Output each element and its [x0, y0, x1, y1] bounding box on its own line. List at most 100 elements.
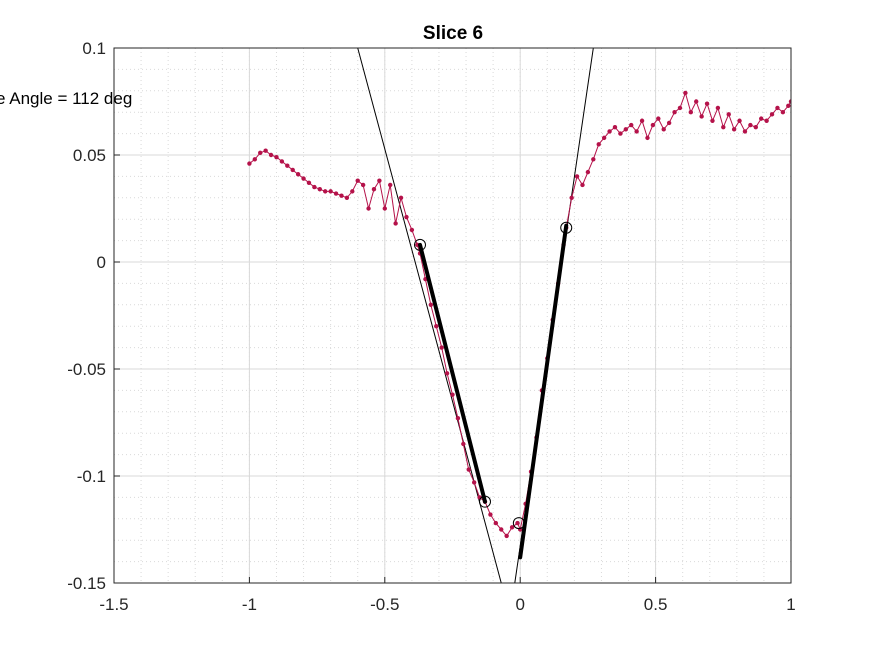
x-tick-label: 0 — [515, 595, 524, 614]
angle-annotation: e Angle = 112 deg — [0, 89, 132, 108]
data-point — [499, 527, 504, 532]
data-point — [466, 467, 471, 472]
series-layer — [247, 90, 791, 539]
data-point — [715, 105, 721, 111]
y-tick-label: 0.05 — [73, 146, 106, 165]
data-point — [764, 118, 769, 123]
data-point — [444, 371, 450, 376]
x-axis-ticks: -1.5 -1 -0.5 0 0.5 1 — [99, 577, 796, 614]
data-point — [509, 525, 515, 530]
data-point — [656, 116, 661, 121]
y-axis-ticks: -0.15 -0.1 -0.05 0 0.05 0.1 — [67, 39, 120, 593]
data-point — [301, 176, 306, 181]
x-tick-label: -1.5 — [99, 595, 128, 614]
x-tick-label: 0.5 — [644, 595, 668, 614]
data-point — [580, 182, 585, 188]
data-point — [295, 172, 301, 177]
data-point — [569, 195, 574, 200]
data-point — [404, 214, 409, 220]
data-point — [323, 189, 328, 194]
y-tick-label: -0.1 — [77, 467, 106, 486]
data-point — [439, 345, 444, 350]
data-point — [409, 227, 415, 233]
data-point — [428, 302, 434, 307]
data-point — [504, 533, 509, 539]
fit-segment — [418, 242, 487, 504]
data-point — [258, 150, 263, 156]
data-point — [618, 131, 623, 136]
data-point — [672, 110, 677, 115]
boundary-marker — [478, 495, 491, 508]
data-point — [339, 193, 344, 198]
data-point — [591, 157, 596, 162]
data-point — [493, 520, 499, 526]
data-point — [247, 161, 252, 166]
data-point — [350, 189, 355, 194]
data-point — [382, 206, 387, 211]
data-point — [645, 135, 650, 141]
data-point — [721, 124, 726, 130]
data-point — [388, 182, 393, 188]
data-point — [601, 135, 607, 141]
data-point — [344, 195, 350, 200]
data-point — [786, 103, 791, 108]
boundary-marker — [414, 238, 427, 251]
data-point — [775, 105, 780, 111]
data-point — [704, 101, 710, 106]
data-point — [515, 520, 520, 526]
x-tick-label: -1 — [242, 595, 257, 614]
plot-content — [247, 48, 791, 583]
data-point — [455, 416, 461, 421]
y-tick-label: -0.15 — [67, 574, 106, 593]
plot-area — [114, 48, 791, 583]
boundary-marker — [560, 221, 573, 234]
data-point — [629, 122, 634, 128]
x-tick-label: -0.5 — [370, 595, 399, 614]
data-point — [683, 90, 688, 96]
data-point — [355, 178, 360, 183]
data-point — [279, 159, 285, 164]
data-point — [252, 157, 258, 162]
boundary-marker — [512, 517, 525, 530]
data-point — [285, 163, 290, 168]
data-point — [666, 120, 672, 126]
data-point — [742, 129, 748, 134]
data-point — [677, 105, 683, 111]
data-point — [317, 187, 323, 192]
data-point — [450, 392, 455, 397]
fit-segment — [518, 223, 569, 560]
data-point — [699, 114, 704, 119]
data-point — [726, 112, 731, 117]
data-point — [393, 221, 398, 226]
data-point — [290, 167, 295, 173]
data-point — [694, 99, 699, 104]
data-point — [328, 189, 333, 194]
data-point — [737, 118, 742, 123]
data-point — [312, 184, 317, 190]
data-point — [634, 129, 639, 134]
data-point — [780, 110, 786, 115]
data-point — [759, 116, 764, 121]
y-tick-label: 0 — [97, 253, 106, 272]
data-point — [306, 180, 312, 186]
data-point — [434, 324, 439, 329]
data-point — [688, 110, 694, 115]
data-point — [710, 118, 715, 123]
fit-line — [357, 48, 502, 583]
data-point — [748, 122, 753, 128]
y-tick-label: -0.05 — [67, 360, 106, 379]
data-point — [461, 441, 466, 447]
data-point — [398, 195, 404, 200]
data-point — [788, 99, 791, 104]
data-point — [366, 206, 371, 211]
data-point — [596, 142, 601, 147]
data-point — [607, 129, 612, 134]
y-tick-label: 0.1 — [82, 39, 106, 58]
x-tick-label: 1 — [786, 595, 795, 614]
chart-title: Slice 6 — [423, 23, 483, 44]
data-point — [612, 124, 618, 130]
data-point — [623, 127, 629, 132]
data-point — [263, 148, 268, 153]
data-point — [731, 127, 737, 132]
